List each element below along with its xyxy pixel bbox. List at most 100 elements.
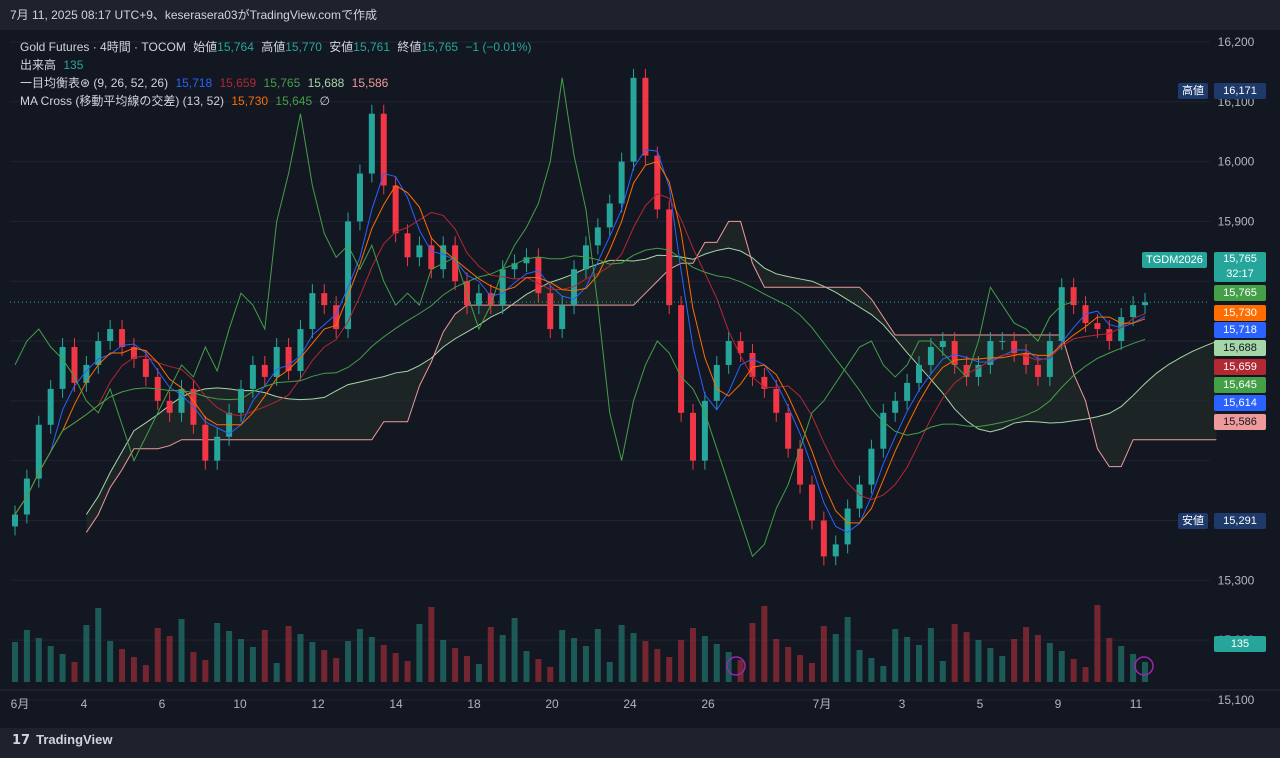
candle-body xyxy=(761,376,768,389)
high-label: 高値 xyxy=(261,40,286,54)
candle-body xyxy=(618,161,625,204)
kijun-line xyxy=(14,193,1146,515)
candle-body xyxy=(71,347,78,383)
volume-bar xyxy=(773,639,780,682)
price-tag: 15,659 xyxy=(1214,359,1266,375)
volume-bar xyxy=(1058,651,1065,682)
volume-bar xyxy=(333,658,340,682)
chikou-line xyxy=(14,77,1074,558)
candle-body xyxy=(535,257,542,294)
volume-bar xyxy=(321,650,328,682)
volume-bar xyxy=(142,665,149,682)
candle-body xyxy=(1094,323,1101,330)
hidden-icon[interactable]: ∅ xyxy=(319,94,330,108)
candle-body xyxy=(261,364,268,377)
volume-bar xyxy=(856,650,863,682)
volume-bar xyxy=(713,644,720,682)
candle-body xyxy=(666,209,673,306)
candle-body xyxy=(511,263,518,270)
volume-bar xyxy=(1046,643,1053,682)
candle-body xyxy=(939,341,946,348)
legend-ohlc: Gold Futures · 4時間 · TOCOM 始値15,764 高値15… xyxy=(20,38,535,56)
volume-bar xyxy=(951,624,958,682)
volume-bar xyxy=(1034,635,1041,682)
candle-body xyxy=(47,388,54,425)
volume-bar xyxy=(452,648,459,682)
volume-bar xyxy=(582,646,589,682)
close-value: 15,765 xyxy=(421,40,459,54)
candle-body xyxy=(95,341,102,365)
price-scale-label: 16,000 xyxy=(1218,155,1255,169)
volume-bar xyxy=(868,658,875,682)
volume-bar xyxy=(1070,659,1077,682)
candle-body xyxy=(916,364,922,383)
candle-body xyxy=(1011,341,1018,353)
price-scale-label: 15,900 xyxy=(1218,214,1255,228)
candle-body xyxy=(392,185,399,234)
volume-bar xyxy=(999,656,1006,682)
volume-bar xyxy=(368,637,375,682)
time-axis-label: 6 xyxy=(159,697,166,711)
time-axis-label: 14 xyxy=(389,697,403,711)
candle-body xyxy=(59,347,66,389)
candle-body xyxy=(166,400,173,413)
volume-bar xyxy=(535,659,542,682)
volume-bar xyxy=(1130,654,1137,682)
volume-bar xyxy=(380,645,387,682)
volume-bar xyxy=(1142,662,1148,682)
volume-bar xyxy=(249,647,256,682)
candle-body xyxy=(178,388,185,413)
candle-body xyxy=(785,412,792,449)
volume-bar xyxy=(345,641,352,682)
price-tag: 15,765 xyxy=(1214,285,1266,301)
volume-bar xyxy=(511,618,518,682)
symbol-name-tag: TGDM2026 xyxy=(1142,252,1207,268)
candle-body xyxy=(725,341,732,365)
volume-bar xyxy=(594,629,601,682)
candle-body xyxy=(844,508,851,545)
candle-body xyxy=(499,269,506,306)
ma-slow-line xyxy=(14,247,1146,515)
candle-body xyxy=(820,520,827,557)
candle-body xyxy=(345,221,352,330)
time-axis-label: 4 xyxy=(81,697,88,711)
volume-bar xyxy=(107,641,114,682)
legend-symbol[interactable]: Gold Futures · 4時間 · TOCOM xyxy=(20,40,186,54)
low-label: 安値 xyxy=(329,40,354,54)
volume-bar xyxy=(642,641,649,682)
price-chart[interactable]: 16,20016,10016,00015,90015,40015,30015,2… xyxy=(0,30,1280,728)
ichimoku-label[interactable]: 一目均衡表⊛ (9, 26, 52, 26) xyxy=(20,76,169,90)
volume-bar xyxy=(737,660,744,682)
candle-body xyxy=(1034,364,1041,377)
candle-body xyxy=(987,341,994,365)
price-tag: 15,586 xyxy=(1214,414,1266,430)
current-price-tag: 15,765 32:17 xyxy=(1214,252,1266,282)
candle-body xyxy=(1070,287,1077,306)
chart-area[interactable]: 16,20016,10016,00015,90015,40015,30015,2… xyxy=(0,30,1280,728)
volume-bar xyxy=(392,653,399,682)
time-axis-label: 9 xyxy=(1055,697,1062,711)
volume-bar xyxy=(130,657,137,682)
candle-body xyxy=(713,364,720,401)
volume-bar xyxy=(59,654,66,682)
kijun-value: 15,659 xyxy=(219,76,257,90)
candle-body xyxy=(1023,352,1030,365)
volume-bar xyxy=(238,639,244,682)
volume-bar xyxy=(202,660,209,682)
time-axis-label: 10 xyxy=(233,697,247,711)
volume-bar xyxy=(428,607,435,682)
candle-body xyxy=(594,227,601,246)
volume-bar xyxy=(797,655,804,682)
candle-body xyxy=(749,352,756,377)
candle-body xyxy=(856,484,863,509)
legend-ichimoku: 一目均衡表⊛ (9, 26, 52, 26) 15,718 15,659 15,… xyxy=(20,74,535,92)
volume-bar xyxy=(119,649,126,682)
volume-bar xyxy=(487,627,494,682)
ma-cross-label[interactable]: MA Cross (移動平均線の交差) (13, 52) xyxy=(20,94,225,108)
span-a-value: 15,688 xyxy=(307,76,345,90)
candle-body xyxy=(440,245,447,270)
volume-bar xyxy=(178,619,185,682)
volume-label[interactable]: 出来高 xyxy=(20,58,57,72)
volume-bar xyxy=(844,617,851,682)
volume-bar xyxy=(749,623,756,682)
